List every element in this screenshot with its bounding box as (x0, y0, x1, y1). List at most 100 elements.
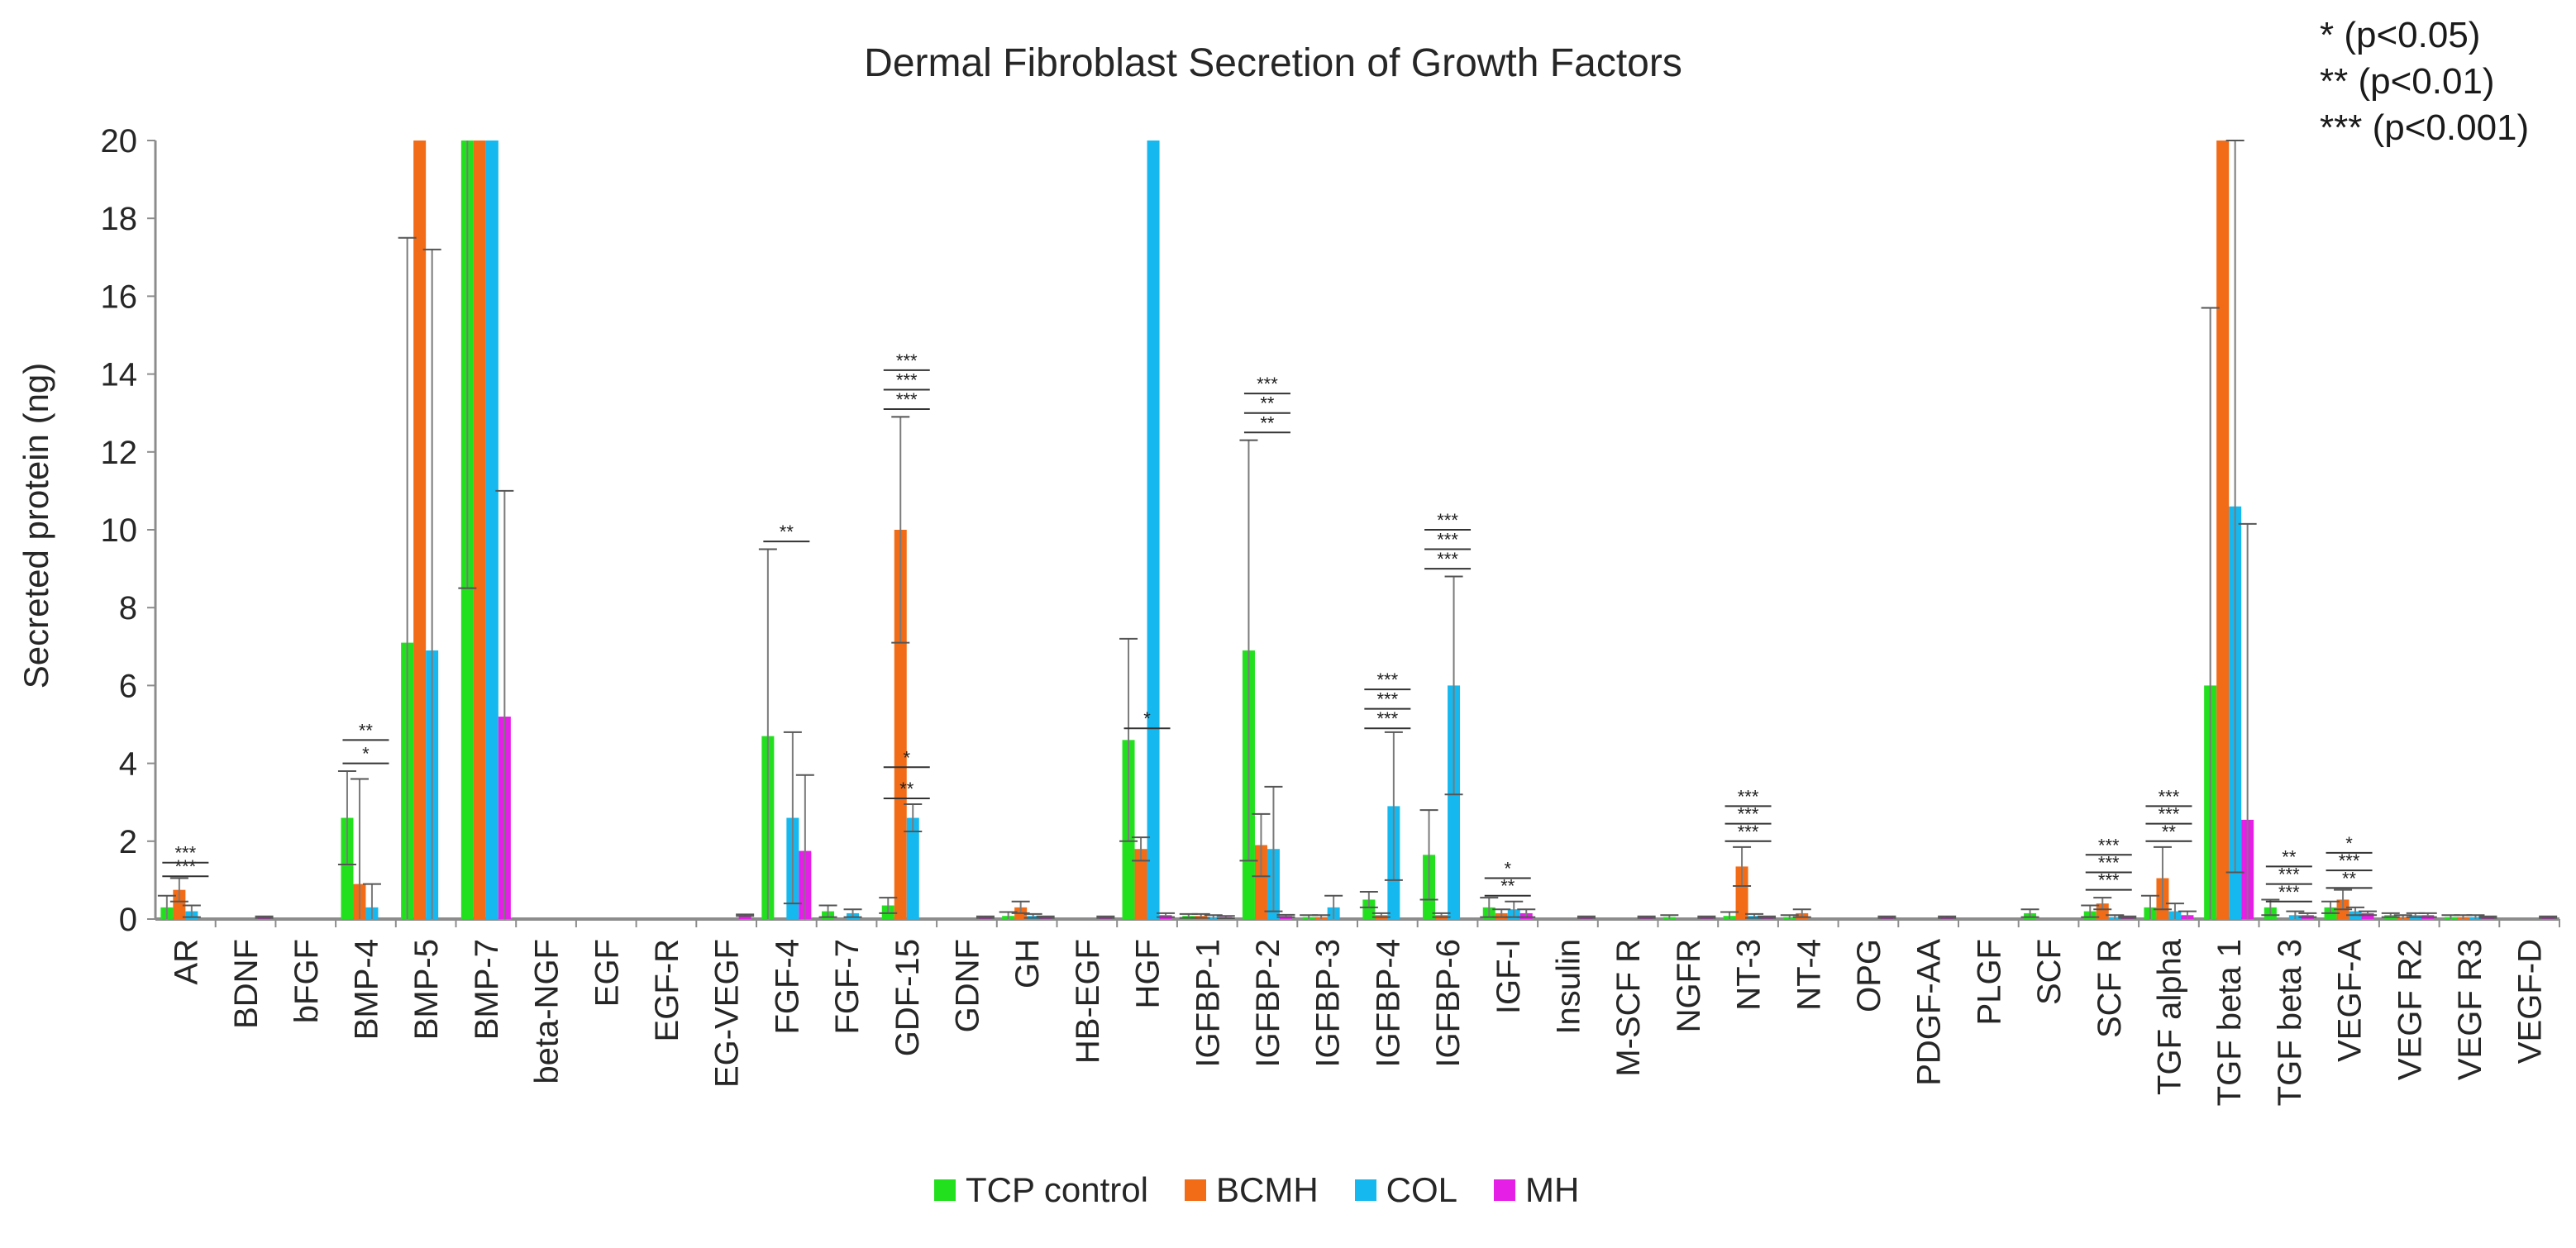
significance-label-tgf-alpha-12-0: ** (2162, 822, 2177, 842)
x-tick-label-eg-vegf: EG-VEGF (709, 939, 746, 1088)
legend-swatch-mh (1494, 1179, 1516, 1201)
x-tick-label-tgf-beta-3: TGF beta 3 (2272, 939, 2308, 1106)
y-tick-label-20: 20 (101, 123, 138, 160)
x-tick-label-igfbp-4: IGFBP-4 (1370, 939, 1406, 1068)
significance-label-nt-3-10-2: *** (1738, 786, 1759, 807)
legend-item-mh: MH (1494, 1170, 1579, 1210)
x-tick-label-plgf: PLGF (1971, 939, 2007, 1025)
x-tick-label-gdf-15: GDF-15 (890, 939, 926, 1056)
significance-label-gdf-15-3-3: *** (896, 350, 918, 371)
x-tick-label-insulin: Insulin (1550, 939, 1586, 1035)
bar-scf-r-bcmh (2096, 903, 2109, 919)
x-tick-label-igfbp-2: IGFBP-2 (1250, 939, 1286, 1068)
x-tick-label-beta-ngf: beta-NGF (529, 939, 565, 1084)
significance-label-hgf-5-0: * (1143, 708, 1151, 729)
significance-label-tgf-beta-3-13-0: *** (2278, 882, 2300, 903)
bar-ar-bcmh (173, 889, 186, 919)
x-tick-label-gdnf: GDNF (949, 939, 985, 1032)
x-tick-label-nt-3: NT-3 (1731, 939, 1767, 1011)
significance-label-gdf-15-4-0: ** (899, 779, 914, 799)
x-tick-label-hb-egf: HB-EGF (1070, 939, 1106, 1064)
significance-label-igfbp-2-6-2: *** (1257, 374, 1278, 394)
x-tick-label-ngfr: NGFR (1671, 939, 1707, 1032)
x-tick-label-fgf-7: FGF-7 (829, 939, 866, 1035)
legend-swatch-bcmh (1184, 1179, 1206, 1201)
error-bar-group (157, 140, 2558, 920)
x-tick-label-vegf-a: VEGF-A (2332, 939, 2368, 1062)
significance-label-igf-i-9-0: ** (1500, 876, 1515, 897)
x-tick-label-tgf-alpha: TGF alpha (2151, 938, 2187, 1095)
legend-label-tcp-control: TCP control (966, 1170, 1148, 1209)
significance-label-ar-0-1: *** (175, 843, 197, 864)
legend-swatch-tcp-control (934, 1179, 956, 1201)
significance-label-gdf-15-3-2: *** (896, 369, 918, 390)
y-tick-label-4: 4 (119, 746, 137, 783)
legend-label-mh: MH (1525, 1170, 1580, 1209)
x-tick-label-egf: EGF (589, 939, 625, 1007)
bar-vegf-a-mh (2361, 912, 2374, 919)
significance-note-3: *** (p<0.001) (2320, 107, 2530, 148)
bar-igfbp-2-bcmh (1254, 845, 1267, 919)
x-tick-label-bmp-7: BMP-7 (469, 939, 505, 1040)
significance-label-tgf-beta-3-13-2: ** (2282, 846, 2297, 867)
y-tick-label-10: 10 (101, 512, 138, 549)
bar-igfbp-6-col (1448, 685, 1461, 919)
x-tick-label-tgf-beta-1: TGF beta 1 (2211, 939, 2248, 1106)
y-tick-label-2: 2 (119, 824, 137, 860)
x-tick-label-igfbp-1: IGFBP-1 (1190, 939, 1226, 1068)
significance-note-2: ** (p<0.01) (2320, 61, 2495, 102)
chart-title: Dermal Fibroblast Secretion of Growth Fa… (864, 41, 1682, 85)
legend-label-col: COL (1386, 1170, 1458, 1209)
bar-gdf-15-col (906, 817, 919, 919)
x-tick-label-scf-r: SCF R (2092, 939, 2128, 1038)
significance-label-tgf-beta-3-13-1: *** (2278, 865, 2300, 885)
significance-label-vegf-a-14-1: *** (2339, 850, 2360, 871)
significance-label-igfbp-4-7-1: *** (1377, 689, 1399, 710)
y-tick-label-14: 14 (101, 357, 138, 393)
y-tick-label-16: 16 (101, 279, 138, 315)
x-tick-label-scf: SCF (2031, 939, 2068, 1005)
significance-label-scf-r-11-1: *** (2098, 852, 2120, 873)
x-tick-label-egf-r: EGF-R (649, 939, 685, 1041)
significance-label-tgf-alpha-12-1: *** (2159, 804, 2180, 825)
legend-item-tcp-control: TCP control (934, 1170, 1148, 1210)
significance-label-igfbp-6-8-2: *** (1437, 510, 1458, 531)
bar-bmp-7-bcmh (473, 141, 486, 919)
significance-label-gdf-15-3-1: *** (896, 389, 918, 410)
x-tick-labels: AR BDNF bFGF BMP-4 BMP-5 BMP-7 beta-NGF EGF EGF-… (168, 938, 2548, 1106)
x-tick-label-bmp-4: BMP-4 (348, 939, 384, 1040)
x-tick-label-vegf-d: VEGF-D (2512, 939, 2549, 1064)
y-tick-label-8: 8 (119, 590, 137, 626)
x-tick-label-igf-i: IGF-I (1491, 939, 1527, 1014)
bar-series-group (160, 141, 2555, 919)
significance-label-igfbp-6-8-0: *** (1437, 549, 1458, 569)
x-tick-label-bfgf: bFGF (289, 939, 325, 1023)
x-tick-label-gh: GH (1009, 939, 1046, 988)
legend-item-col: COL (1354, 1170, 1458, 1210)
significance-label-fgf-4-2-0: ** (780, 522, 794, 542)
significance-label-igfbp-6-8-1: *** (1437, 530, 1458, 550)
significance-label-vegf-a-14-2: * (2345, 833, 2353, 854)
legend-label-bcmh: BCMH (1215, 1170, 1319, 1209)
bar-bmp-7-col (485, 141, 499, 919)
significance-label-igfbp-2-6-1: ** (1260, 393, 1275, 414)
x-tick-label-igfbp-3: IGFBP-3 (1310, 939, 1347, 1068)
y-axis-label: Secreted protein (ng) (17, 363, 55, 689)
significance-label-scf-r-11-0: *** (2098, 870, 2120, 891)
significance-label-igf-i-9-1: * (1504, 859, 1511, 879)
bar-hgf-col (1147, 141, 1160, 919)
x-tick-label-bdnf: BDNF (228, 939, 265, 1029)
significance-label-igfbp-2-6-0: ** (1260, 412, 1275, 433)
bar-igfbp-4-tcp-control (1362, 899, 1376, 919)
x-tick-label-bmp-5: BMP-5 (408, 939, 445, 1040)
x-tick-label-ar: AR (168, 939, 204, 985)
x-tick-label-hgf: HGF (1130, 939, 1166, 1008)
bar-bmp-5-bcmh (413, 141, 427, 919)
y-tick-label-6: 6 (119, 668, 137, 704)
x-tick-label-m-scf-r: M-SCF R (1610, 939, 1647, 1077)
significance-label-igfbp-4-7-2: *** (1377, 669, 1399, 690)
significance-note-1: * (p<0.05) (2320, 15, 2481, 55)
x-tick-label-vegf-r3: VEGF R3 (2452, 939, 2488, 1080)
y-tick-label-18: 18 (101, 201, 138, 237)
